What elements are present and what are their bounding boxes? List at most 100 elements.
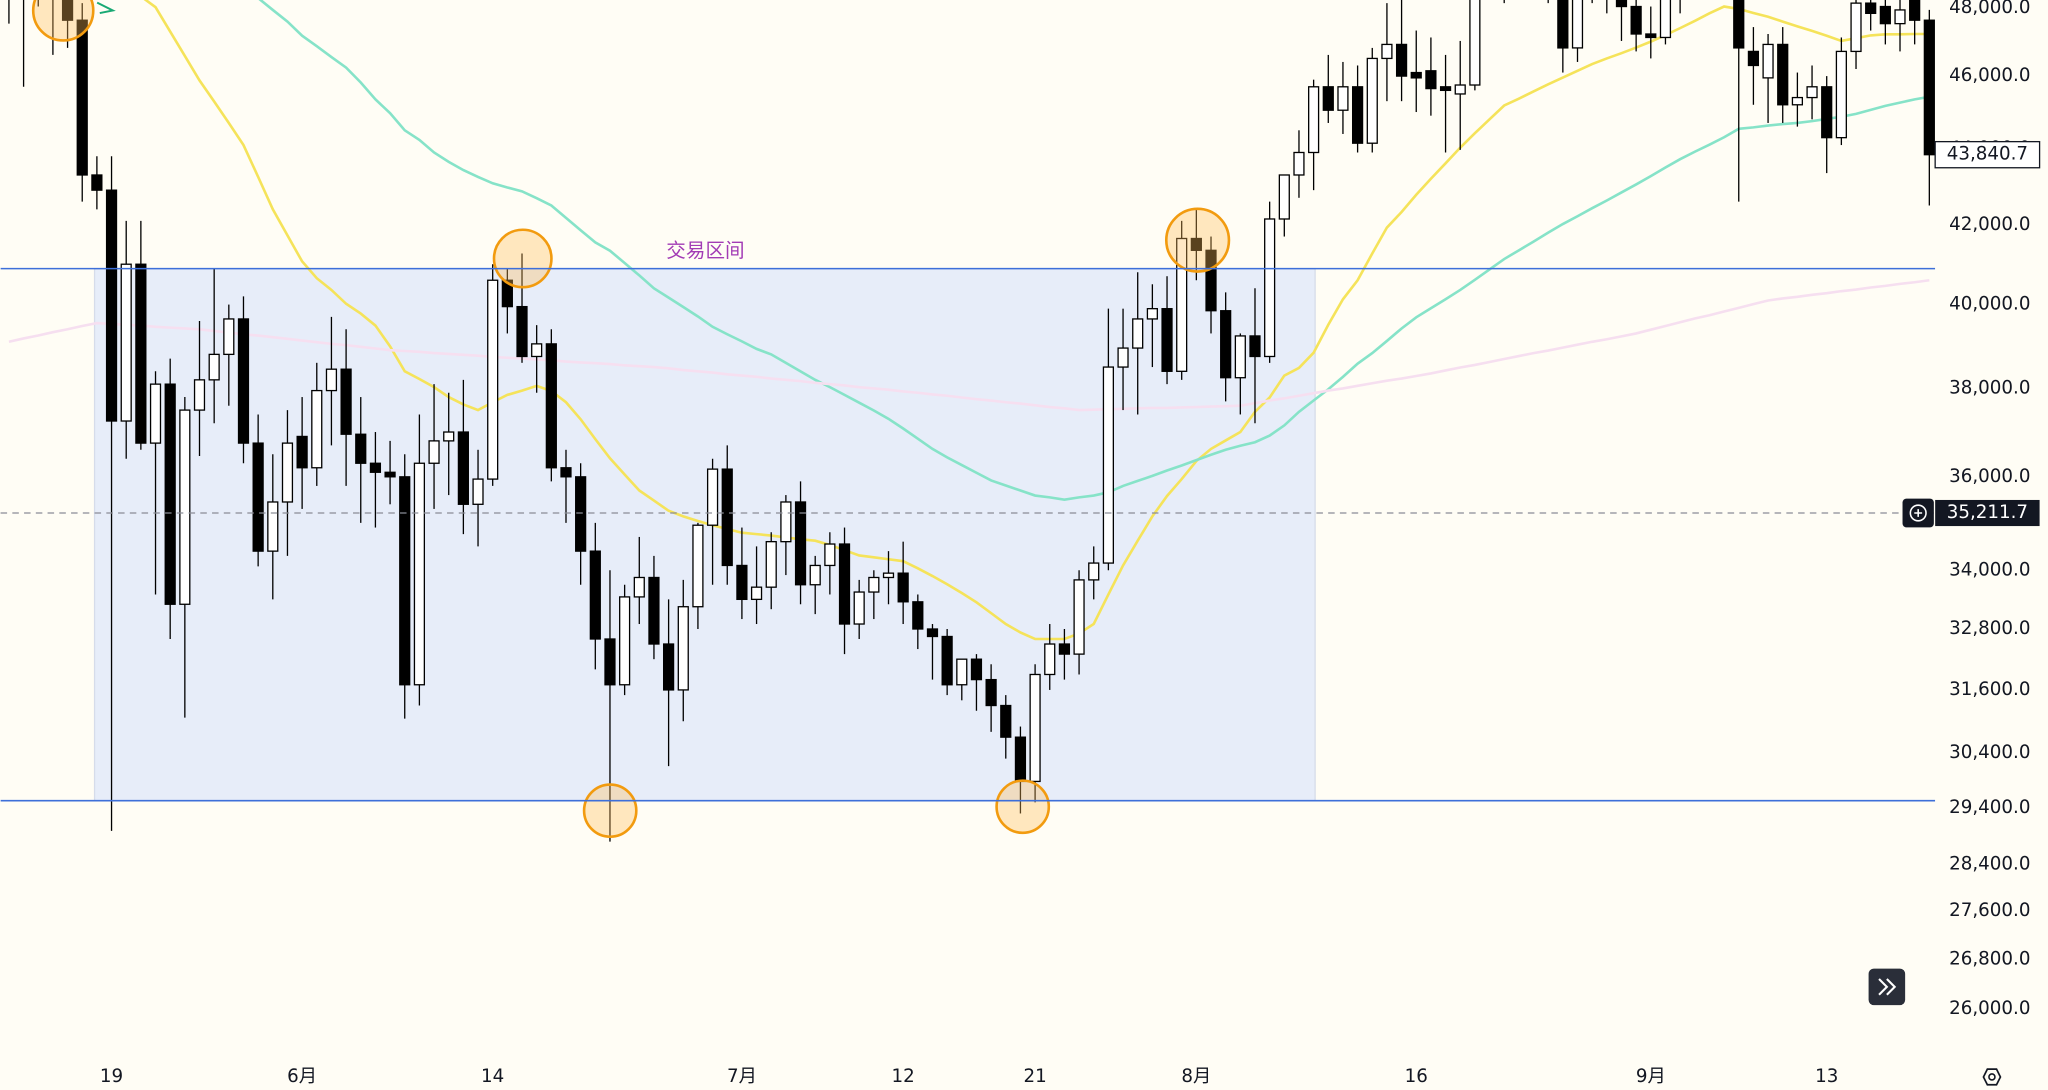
candle-body bbox=[1073, 579, 1085, 655]
candle bbox=[325, 316, 338, 446]
candle-body bbox=[1102, 366, 1115, 564]
candle bbox=[1000, 695, 1012, 759]
candle-body bbox=[1571, 0, 1584, 49]
candle bbox=[1659, 0, 1672, 45]
candle-body bbox=[1058, 643, 1071, 655]
add-level-icon bbox=[1909, 504, 1927, 522]
candle bbox=[1615, 0, 1628, 41]
candle bbox=[252, 414, 264, 567]
candle-body bbox=[208, 353, 220, 381]
candle-body bbox=[1014, 736, 1027, 783]
candle bbox=[1894, 0, 1906, 52]
last-price-label: 43,840.7 bbox=[1947, 144, 2028, 165]
candle bbox=[575, 463, 587, 585]
candle bbox=[223, 304, 235, 406]
y-tick-label: 32,800.0 bbox=[1949, 618, 2030, 639]
candle-body bbox=[926, 628, 939, 638]
candle-body bbox=[1146, 308, 1158, 320]
candle bbox=[985, 664, 997, 732]
settings-icon[interactable] bbox=[1982, 1068, 2002, 1086]
marker-circle bbox=[995, 779, 1051, 835]
candle bbox=[560, 449, 572, 523]
candle bbox=[179, 397, 191, 718]
candle-body bbox=[61, 0, 74, 21]
moving-average-line bbox=[8, 278, 1930, 412]
candle bbox=[1058, 628, 1071, 680]
candle bbox=[956, 658, 968, 701]
candle-body bbox=[1762, 43, 1774, 79]
candle-body bbox=[164, 383, 176, 605]
candle bbox=[1146, 284, 1158, 368]
candle bbox=[897, 541, 909, 625]
candle-body bbox=[1879, 5, 1891, 25]
candle-body bbox=[589, 550, 601, 640]
candle-body bbox=[985, 678, 997, 707]
candle-body bbox=[1865, 2, 1877, 15]
candle bbox=[648, 555, 660, 660]
candle bbox=[1909, 0, 1921, 45]
candle-body bbox=[1322, 86, 1334, 111]
candle bbox=[1454, 40, 1466, 150]
candle-body bbox=[91, 174, 103, 191]
candle bbox=[1234, 333, 1246, 415]
candle bbox=[501, 268, 513, 334]
candle-body bbox=[619, 596, 631, 686]
candle-body bbox=[1117, 347, 1129, 368]
candle bbox=[1395, 0, 1408, 102]
x-tick-label: 16 bbox=[1405, 1066, 1428, 1087]
candle-body bbox=[149, 383, 162, 444]
candle bbox=[1850, 0, 1862, 70]
candle bbox=[369, 432, 382, 528]
candle-body bbox=[1088, 562, 1100, 581]
candle bbox=[780, 495, 792, 576]
candle-body bbox=[1425, 70, 1437, 90]
candle bbox=[1747, 27, 1760, 105]
candle-body bbox=[1176, 237, 1188, 372]
candle-body bbox=[794, 501, 807, 586]
candle bbox=[1337, 61, 1349, 134]
y-tick-label: 46,000.0 bbox=[1949, 65, 2030, 86]
candle bbox=[91, 156, 103, 210]
candle bbox=[487, 264, 499, 486]
candle-body bbox=[721, 468, 733, 567]
candle bbox=[1469, 0, 1481, 91]
candle-body bbox=[1410, 71, 1422, 79]
candle-body bbox=[633, 576, 645, 598]
candle-body bbox=[897, 572, 909, 603]
candle bbox=[531, 325, 543, 393]
candle bbox=[1117, 308, 1129, 411]
candle-body bbox=[868, 576, 880, 593]
y-tick-label: 40,000.0 bbox=[1949, 294, 2030, 315]
candle bbox=[1425, 37, 1437, 116]
candle-body bbox=[105, 189, 118, 422]
scroll-button[interactable] bbox=[1868, 968, 1906, 1006]
candle-body bbox=[428, 440, 440, 464]
candle bbox=[853, 579, 865, 639]
candle-body bbox=[1264, 218, 1276, 358]
candle bbox=[311, 362, 323, 486]
candle bbox=[868, 570, 880, 620]
candle-body bbox=[281, 442, 294, 503]
candle bbox=[1351, 65, 1364, 153]
candle bbox=[76, 3, 88, 202]
candle-body bbox=[311, 389, 323, 469]
candle-body bbox=[1220, 310, 1232, 379]
settings[interactable] bbox=[1982, 1068, 2002, 1086]
candle bbox=[1557, 0, 1569, 73]
candle-body bbox=[252, 442, 264, 552]
candle-body bbox=[1439, 86, 1452, 92]
candle-body bbox=[1278, 174, 1290, 220]
settings-icon-core bbox=[1988, 1073, 1996, 1081]
candle bbox=[926, 624, 939, 680]
candle bbox=[149, 371, 162, 595]
candle-body bbox=[76, 19, 88, 176]
candle-body bbox=[1469, 0, 1481, 86]
candle-body bbox=[223, 318, 235, 356]
candle-body bbox=[487, 279, 499, 480]
y-tick-label: 48,000.0 bbox=[1949, 0, 2030, 18]
plot-area: 交易区间 bbox=[8, 0, 1935, 842]
arrow bbox=[96, 1, 116, 15]
candle bbox=[1088, 546, 1100, 600]
candle-body bbox=[179, 409, 191, 605]
candle bbox=[1835, 37, 1847, 146]
